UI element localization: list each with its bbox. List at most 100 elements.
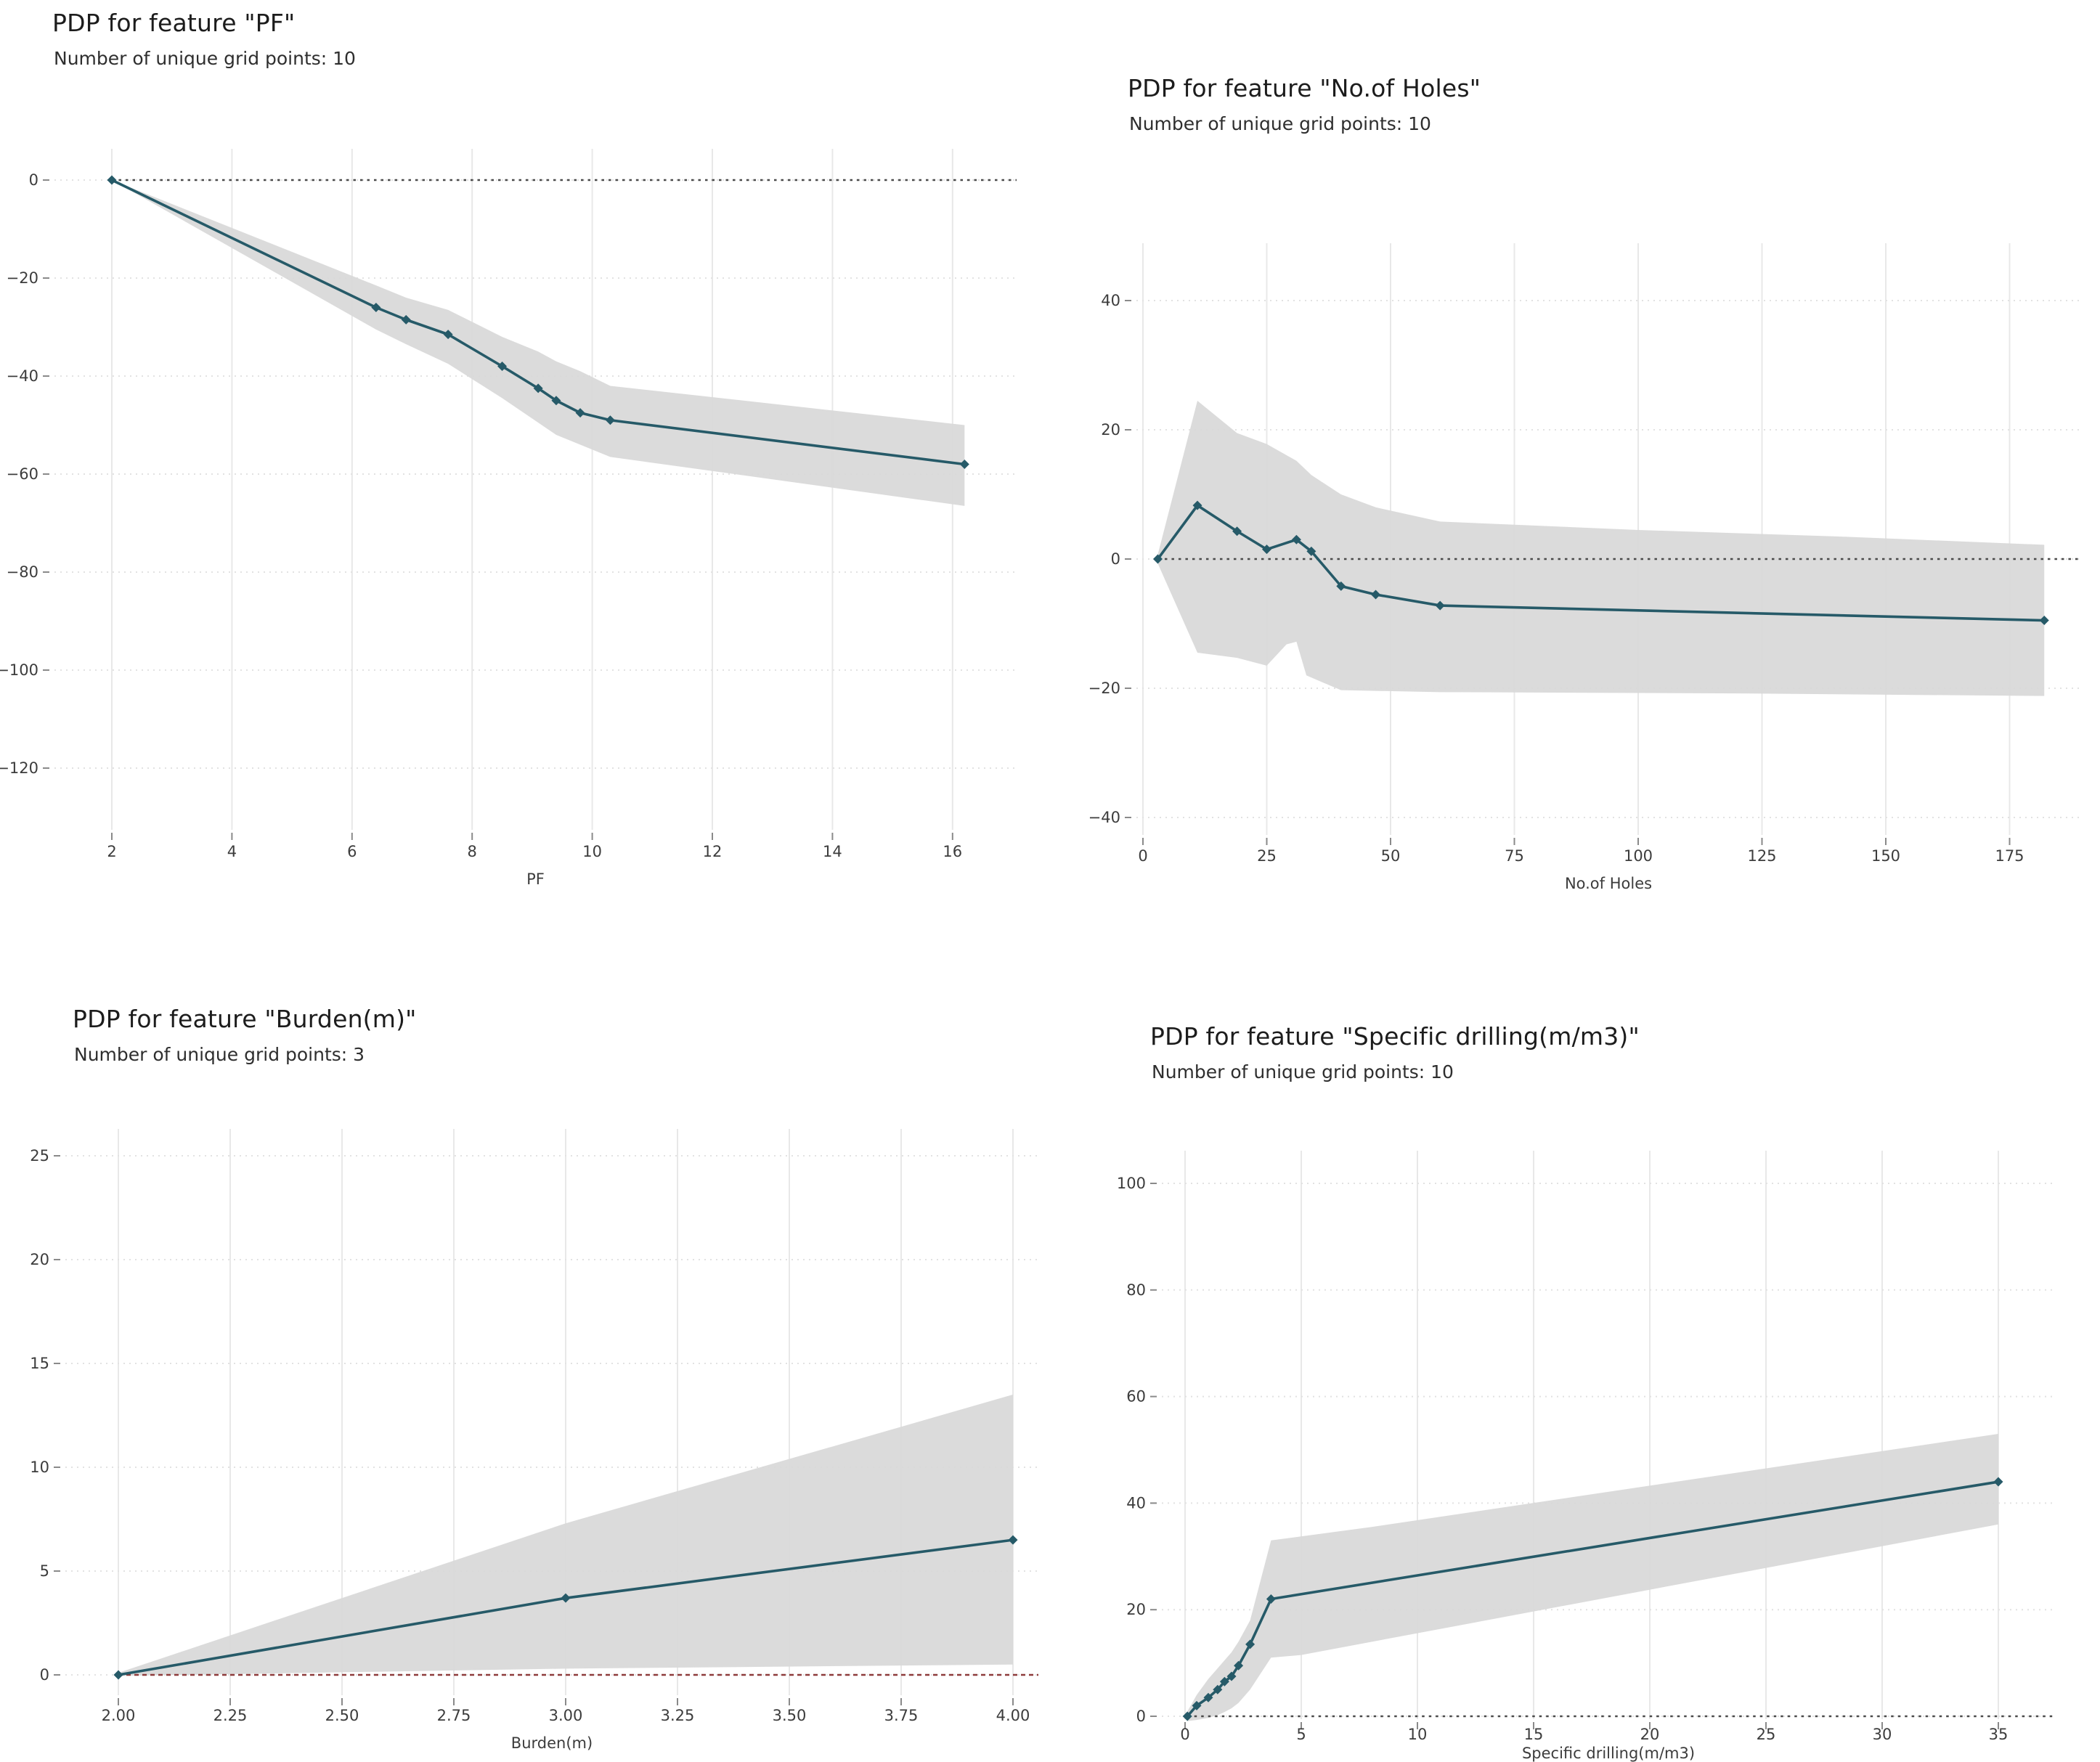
x-tick-label: 2: [107, 843, 116, 860]
data-point-marker: [1435, 600, 1445, 611]
data-point-marker: [1008, 1535, 1018, 1545]
x-tick-label: 150: [1871, 847, 1900, 865]
confidence-band: [1187, 1433, 1998, 1721]
x-tick-label: 14: [823, 843, 842, 860]
y-tick-label: 20: [1126, 1601, 1146, 1618]
x-tick-label: 3.75: [884, 1707, 919, 1724]
pdp-line: [1157, 504, 2045, 622]
data-point-marker: [1371, 590, 1381, 600]
y-tick-label: 10: [30, 1459, 49, 1476]
pdp-no-of-holes-plot-svg: 0 25 50 75 100 125 150 175 40 20 0 −20 −40 No.of Hole…: [1088, 243, 2080, 892]
chart-pdp-burden: 2.00 2.25 2.50 2.75 3.00 3.25 3.50 3.75 4.00 25 20…: [0, 987, 1089, 1762]
data-point-marker: [371, 303, 381, 312]
data-point-marker: [1192, 1700, 1202, 1710]
x-tick-label: 3.50: [773, 1707, 807, 1724]
data-point-marker: [1262, 544, 1271, 555]
data-point-marker: [497, 362, 508, 371]
x-tick-label: 10: [582, 843, 602, 860]
y-tick-label: 40: [1101, 292, 1120, 309]
data-point-marker: [1232, 526, 1242, 537]
y-tick-label: 100: [1117, 1175, 1146, 1192]
x-tick-label: 75: [1505, 847, 1524, 865]
chart-title: PDP for feature "No.of Holes": [1128, 74, 1481, 102]
pdp-specific-drilling-plot-svg: 0 5 10 15 20 25 30 35 100 80 60 40 20 0 Specific drill…: [1117, 1151, 2055, 1762]
data-point-marker: [2039, 616, 2049, 626]
chart-subtitle: Number of unique grid points: 10: [54, 48, 356, 69]
x-tick-label: 100: [1624, 847, 1653, 865]
data-point-marker: [533, 383, 543, 393]
y-tick-label: −40: [7, 367, 38, 385]
y-tick-label: −100: [0, 661, 38, 679]
y-tick-label: 80: [1126, 1281, 1146, 1299]
chart-subtitle: Number of unique grid points: 10: [1129, 113, 1431, 134]
y-tick-label: 0: [29, 171, 38, 189]
y-tick-label: −80: [7, 563, 38, 581]
y-tick-label: −20: [1088, 680, 1120, 697]
x-tick-label: 2.75: [437, 1707, 471, 1724]
confidence-band: [112, 180, 965, 506]
x-tick-label: 0: [1180, 1726, 1189, 1743]
chart-pdp-specific-drilling: 0 5 10 15 20 25 30 35 100 80 60 40 20 0 Specific drill…: [1060, 987, 2100, 1762]
x-tick-label: 25: [1257, 847, 1277, 865]
data-point-marker: [1182, 1711, 1192, 1721]
data-point-marker: [551, 396, 561, 406]
data-point-marker: [605, 415, 615, 425]
y-tick-label: −60: [7, 465, 38, 483]
x-tick-label: 35: [1989, 1726, 2009, 1743]
data-point-marker: [1266, 1594, 1276, 1604]
data-point-marker: [1306, 546, 1316, 556]
x-tick-label: 20: [1640, 1726, 1660, 1743]
chart-subtitle: Number of unique grid points: 3: [74, 1044, 365, 1065]
x-tick-label: 5: [1296, 1726, 1306, 1743]
y-tick-label: 5: [40, 1562, 49, 1580]
x-axis-label: PF: [526, 870, 545, 888]
data-point-marker: [1152, 554, 1163, 564]
y-tick-label: 0: [1111, 550, 1120, 568]
x-tick-label: 2.25: [213, 1707, 248, 1724]
x-tick-label: 2.00: [102, 1707, 136, 1724]
y-tick-label: 25: [30, 1147, 49, 1165]
x-tick-label: 4.00: [996, 1707, 1030, 1724]
data-point-marker: [1993, 1477, 2003, 1487]
x-tick-label: 25: [1757, 1726, 1776, 1743]
pdp-line: [1186, 1480, 1999, 1718]
data-point-marker: [401, 314, 411, 325]
confidence-band: [118, 1394, 1013, 1676]
chart-title: PDP for feature "PF": [52, 9, 296, 37]
x-tick-label: 3.00: [549, 1707, 583, 1724]
x-tick-label: 50: [1381, 847, 1401, 865]
x-axis-label: No.of Holes: [1565, 875, 1652, 892]
pdp-burden-plot-svg: 2.00 2.25 2.50 2.75 3.00 3.25 3.50 3.75 4.00 25 20…: [30, 1129, 1038, 1752]
y-tick-label: 40: [1126, 1494, 1146, 1512]
chart-pdp-no-of-holes: 0 25 50 75 100 125 150 175 40 20 0 −20 −40 No.of Hole…: [1060, 58, 2100, 915]
y-tick-label: −20: [7, 269, 38, 287]
data-point-marker: [1234, 1660, 1244, 1671]
x-tick-label: 10: [1408, 1726, 1428, 1743]
y-tick-label: −40: [1088, 809, 1120, 826]
chart-title: PDP for feature "Burden(m)": [73, 1005, 417, 1033]
pdp-line: [111, 179, 965, 466]
data-point-marker: [575, 408, 585, 418]
data-point-marker: [959, 460, 969, 469]
y-tick-label: 20: [30, 1251, 49, 1268]
pdp-pf-plot-svg: 2 4 6 8 10 12 14 16 0 −20 −40 −60 −80 −100 −120 PF: [0, 149, 1017, 888]
x-tick-label: 15: [1524, 1726, 1544, 1743]
data-point-marker: [1336, 581, 1346, 591]
y-tick-label: −120: [0, 759, 38, 777]
data-point-marker: [1219, 1676, 1229, 1686]
data-point-marker: [443, 330, 453, 340]
x-tick-label: 8: [468, 843, 477, 860]
data-point-marker: [1213, 1684, 1223, 1694]
confidence-band: [1157, 400, 2045, 696]
x-axis-label: Specific drilling(m/m3): [1522, 1745, 1695, 1762]
x-tick-label: 4: [227, 843, 237, 860]
y-tick-label: 0: [40, 1666, 49, 1684]
data-point-marker: [107, 175, 117, 185]
data-point-marker: [1192, 500, 1202, 510]
data-point-marker: [1291, 534, 1301, 544]
data-point-marker: [113, 1670, 123, 1680]
chart-title: PDP for feature "Specific drilling(m/m3)…: [1150, 1022, 1640, 1051]
x-tick-label: 3.25: [661, 1707, 695, 1724]
y-tick-label: 20: [1101, 421, 1120, 439]
